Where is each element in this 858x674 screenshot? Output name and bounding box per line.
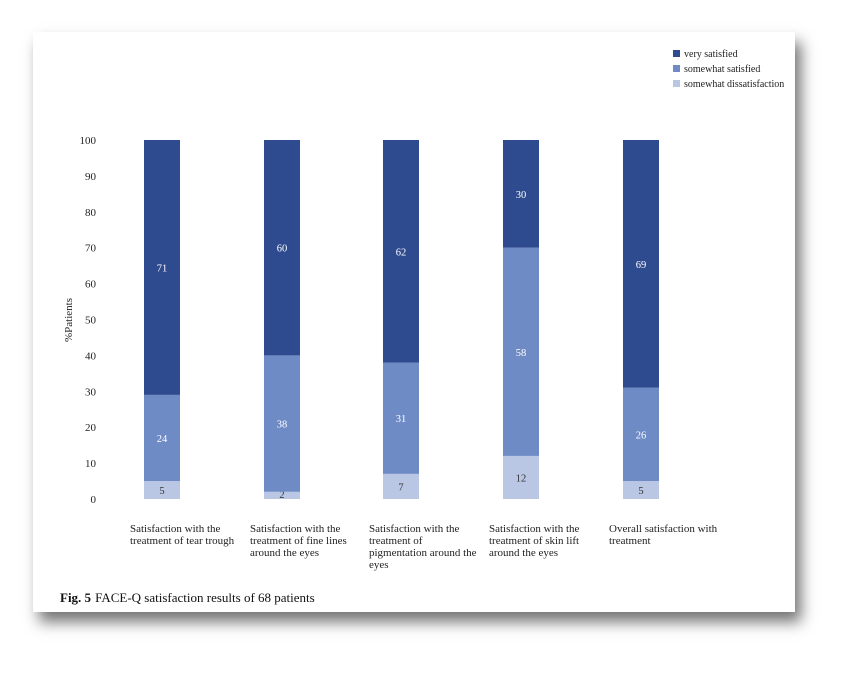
data-label: 5 (159, 486, 164, 497)
caption-text: FACE-Q satisfaction results of 68 patien… (95, 590, 315, 605)
bar-segment (623, 387, 659, 482)
y-tick-label: 50 (85, 315, 97, 327)
data-label: 60 (277, 244, 288, 255)
data-label: 69 (636, 260, 647, 271)
y-tick-label: 40 (85, 350, 97, 362)
data-label: 71 (157, 263, 168, 274)
bar-segment (623, 481, 659, 499)
bar-segment (264, 140, 300, 356)
data-label: 31 (396, 414, 407, 425)
legend-swatch (673, 80, 680, 87)
x-category-label: Satisfaction with the treatment of tear … (130, 523, 235, 547)
x-category-label: Satisfaction with the treatment of fine … (250, 523, 347, 559)
bar-segment (264, 355, 300, 492)
bar-segment (264, 491, 300, 499)
bar-segment (383, 140, 419, 363)
y-tick-label: 90 (85, 171, 97, 183)
y-tick-label: 100 (80, 135, 97, 147)
bar-segment (503, 140, 539, 248)
data-label: 26 (636, 430, 647, 441)
bar-segment (623, 140, 659, 388)
legend-label: somewhat dissatisfaction (684, 79, 784, 90)
bar-segment (503, 247, 539, 456)
y-tick-label: 10 (85, 458, 97, 470)
y-tick-label: 70 (85, 243, 97, 255)
data-label: 30 (516, 190, 527, 201)
x-category-label: Satisfaction with the treatment of skin … (489, 523, 580, 559)
y-tick-label: 20 (85, 422, 97, 434)
data-label: 2 (279, 490, 284, 501)
data-label: 62 (396, 247, 407, 258)
legend-label: very satisfied (684, 49, 738, 60)
bar-segment (144, 140, 180, 395)
caption-label: Fig. 5 (60, 590, 92, 605)
data-label: 24 (157, 434, 168, 445)
bar-segment (144, 481, 180, 499)
legend-swatch (673, 65, 680, 72)
bar-segment (503, 455, 539, 499)
y-tick-label: 0 (91, 494, 97, 506)
y-tick-label: 30 (85, 386, 97, 398)
bar-segment (383, 362, 419, 474)
data-label: 7 (398, 482, 403, 493)
bar-segment (144, 394, 180, 482)
y-axis-label: %Patients (63, 298, 75, 342)
y-tick-label: 80 (85, 207, 97, 219)
legend-label: somewhat satisfied (684, 64, 760, 75)
data-label: 5 (638, 486, 643, 497)
data-label: 12 (516, 473, 527, 484)
y-tick-label: 60 (85, 279, 97, 291)
legend-swatch (673, 50, 680, 57)
figure-caption: Fig. 5 FACE-Q satisfaction results of 68 … (60, 590, 315, 606)
x-category-label: Satisfaction with the treatment of pigme… (369, 523, 477, 571)
x-category-label: Overall satisfaction with treatment (609, 523, 718, 547)
data-label: 38 (277, 420, 288, 431)
bar-segment (383, 473, 419, 499)
data-label: 58 (516, 348, 527, 359)
